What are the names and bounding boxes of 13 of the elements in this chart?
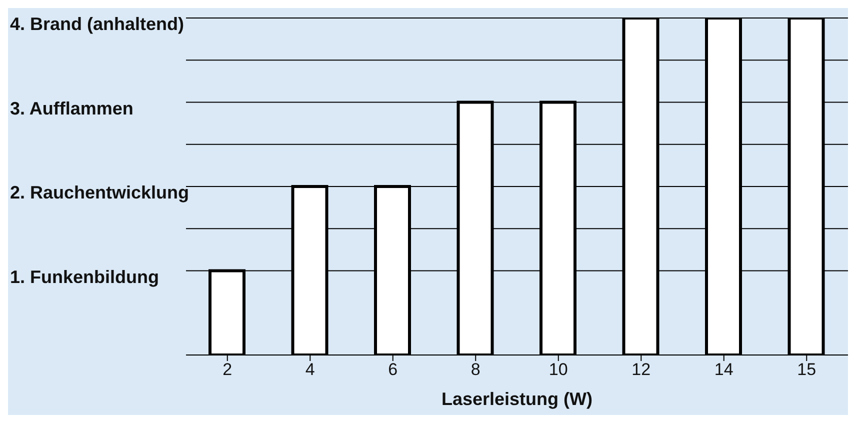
y-tick-label: 1. Funkenbildung xyxy=(10,266,159,287)
x-axis-title: Laserleistung (W) xyxy=(441,389,593,409)
x-tick-label: 10 xyxy=(548,360,568,380)
x-tick-label: 14 xyxy=(714,360,734,380)
x-tick-label: 8 xyxy=(470,360,480,380)
x-tick-label: 2 xyxy=(222,360,232,380)
x-tick-label: 4 xyxy=(305,360,315,380)
x-tick-label: 12 xyxy=(632,360,651,380)
y-tick-label: 4. Brand (anhaltend) xyxy=(10,14,184,34)
x-tick-label: 6 xyxy=(388,360,398,380)
y-tick-label: 2. Rauchentwicklung xyxy=(10,182,190,202)
x-tick-label: 15 xyxy=(797,360,816,380)
y-tick-label: 3. Aufflammen xyxy=(10,98,134,118)
